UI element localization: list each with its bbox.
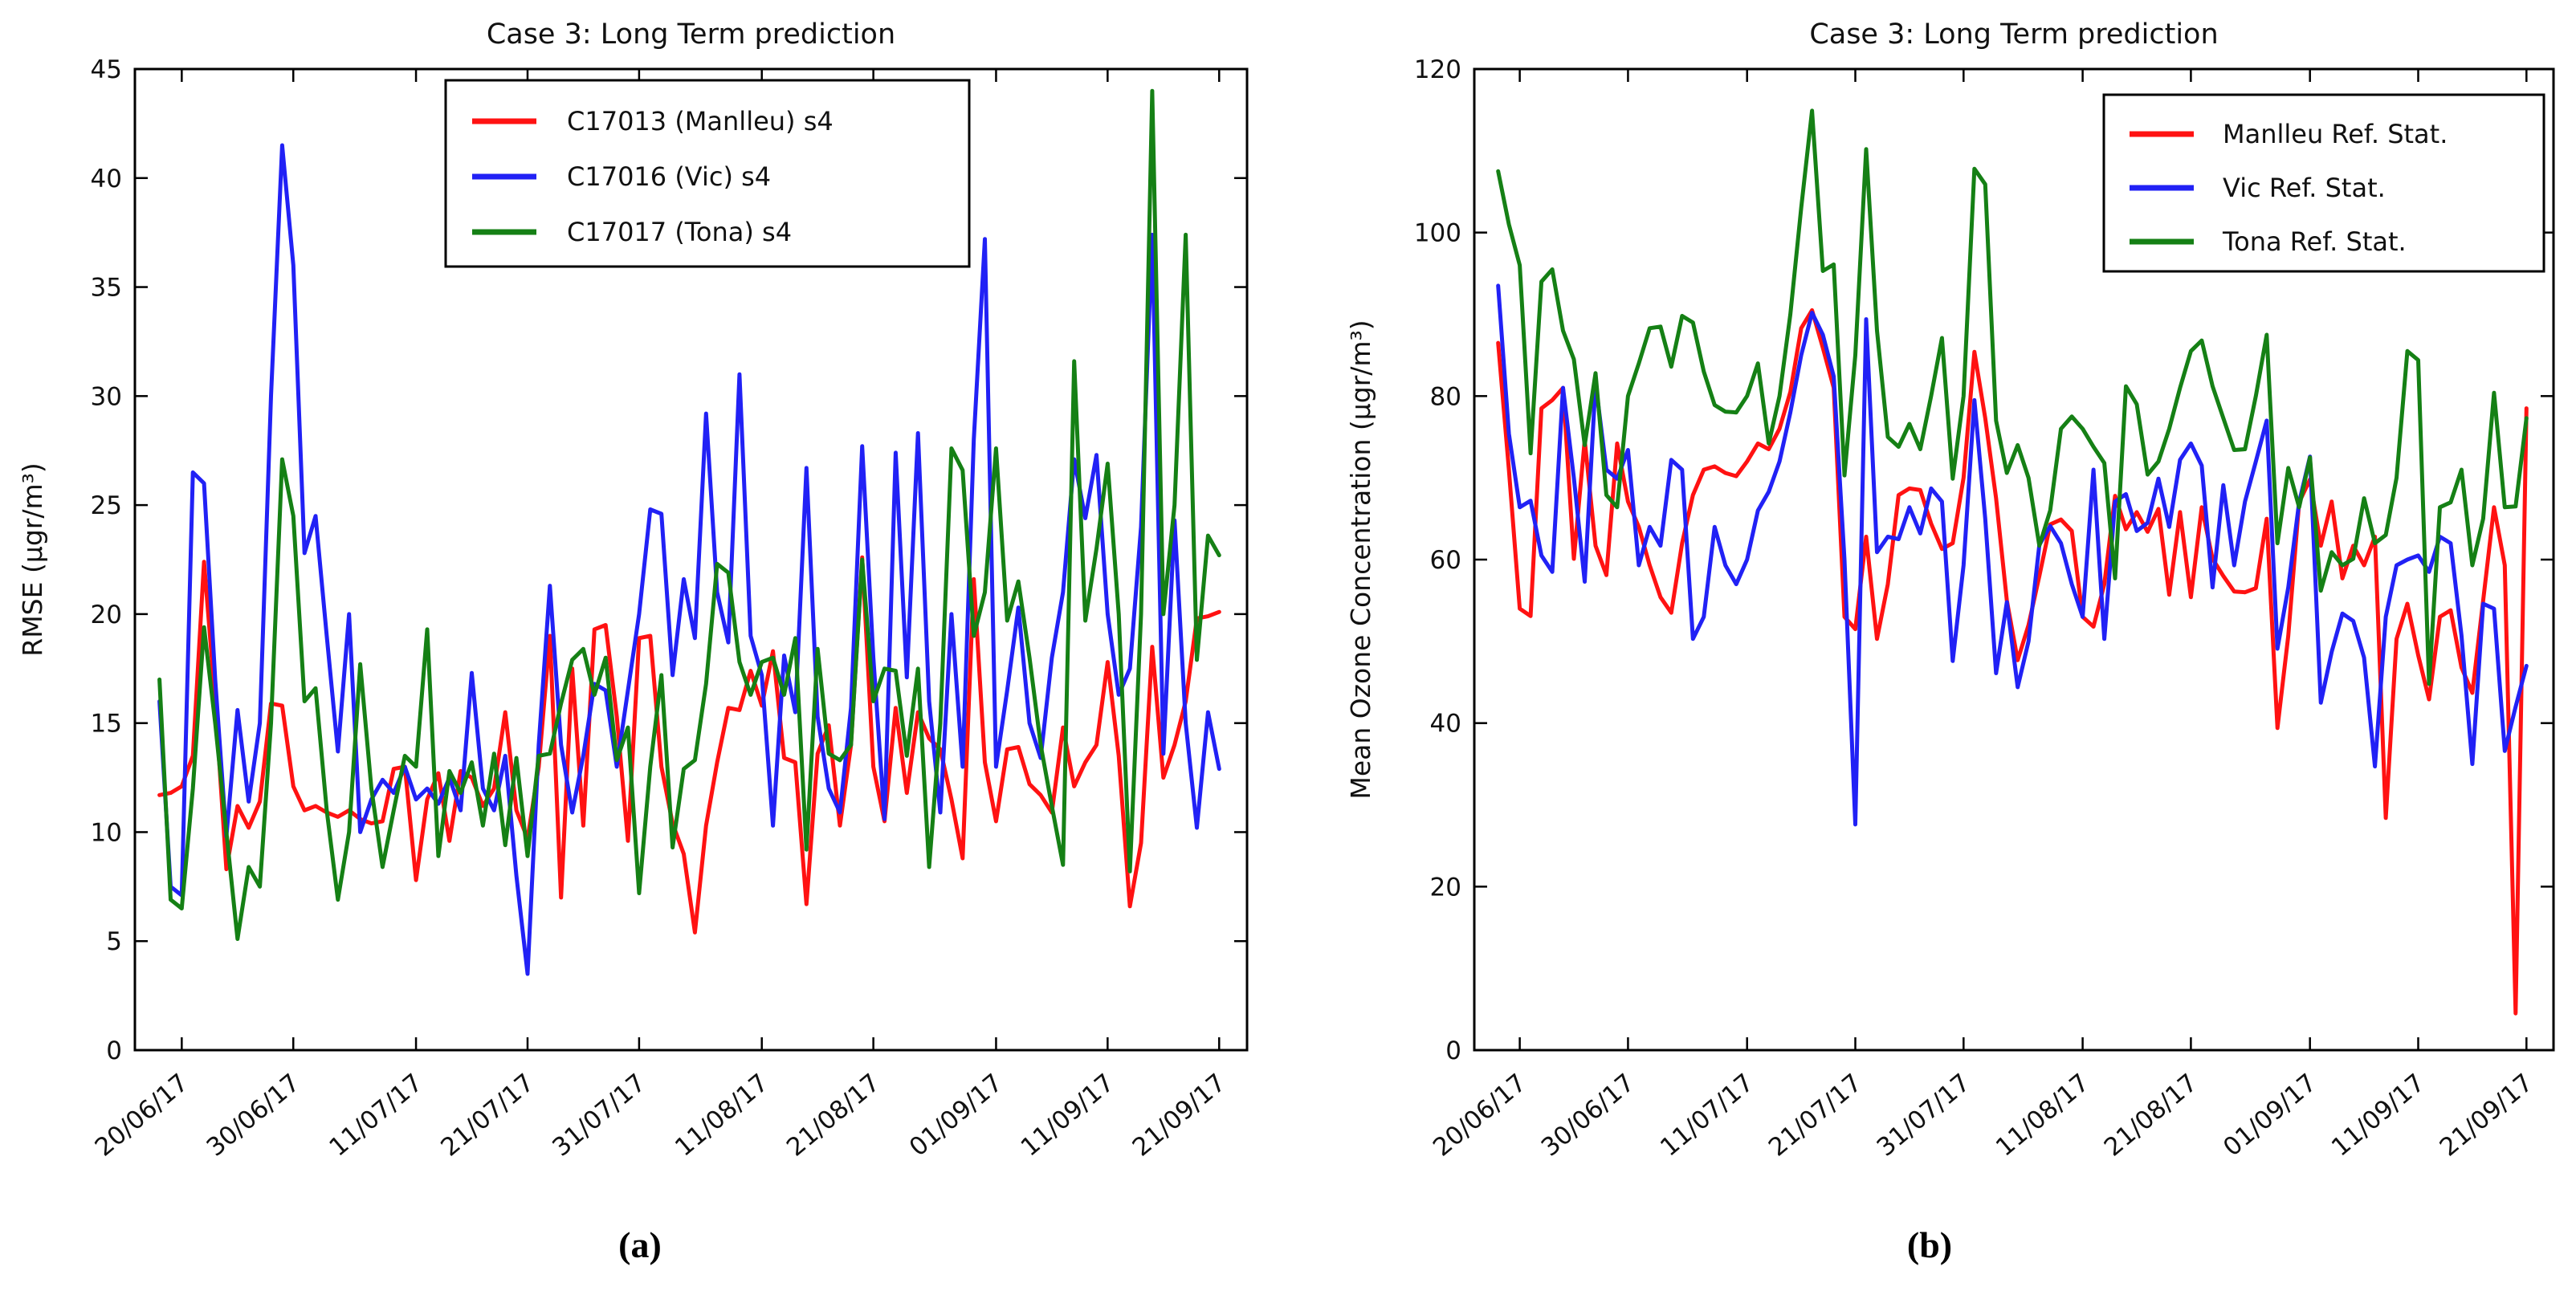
y-tick-label: 20 <box>91 601 122 629</box>
caption-a: (a) <box>618 1224 662 1265</box>
y-tick-label: 15 <box>91 710 122 739</box>
x-tick-label: 11/08/17 <box>1991 1069 2095 1163</box>
x-tick-label: 21/07/17 <box>435 1069 540 1163</box>
left-chart: Case 3: Long Term prediction RMSE (μgr/m³… <box>17 18 1249 1163</box>
chart-title: Case 3: Long Term prediction <box>1809 18 2218 51</box>
y-tick-label: 30 <box>91 382 122 411</box>
y-tick-label: 35 <box>91 274 122 303</box>
y-tick-label: 120 <box>1414 55 1461 84</box>
legend-label: Tona Ref. Stat. <box>2222 226 2407 257</box>
x-tick-label: 20/06/17 <box>1428 1069 1532 1163</box>
y-tick-label: 25 <box>91 491 122 520</box>
x-tick-label: 11/09/17 <box>1016 1069 1120 1163</box>
x-tick-label: 01/09/17 <box>2218 1069 2322 1163</box>
y-tick-label: 0 <box>106 1036 122 1065</box>
x-tick-label: 21/09/17 <box>1127 1069 1232 1163</box>
x-tick-label: 30/06/17 <box>1536 1069 1641 1163</box>
y-tick-label: 5 <box>106 927 122 956</box>
series-line-green <box>1496 108 2529 686</box>
series-line-blue <box>1496 283 2529 827</box>
x-tick-label: 11/08/17 <box>670 1069 774 1163</box>
x-tick-label: 21/08/17 <box>781 1069 886 1163</box>
y-tick-label: 0 <box>1445 1036 1461 1065</box>
x-tick-label: 11/07/17 <box>1655 1069 1759 1163</box>
plot-border <box>1473 67 2555 1052</box>
x-tick-label: 21/07/17 <box>1763 1069 1868 1163</box>
y-axis-label: RMSE (μgr/m³) <box>17 462 48 656</box>
x-tick-label: 31/07/17 <box>547 1069 651 1163</box>
y-tick-label: 10 <box>91 818 122 847</box>
x-tick-label: 01/09/17 <box>904 1069 1009 1163</box>
series-line-red <box>157 555 1221 935</box>
x-tick-label: 30/06/17 <box>202 1069 306 1163</box>
legend-label: Vic Ref. Stat. <box>2223 173 2386 203</box>
y-axis-label: Mean Ozone Concentration (μgr/m³) <box>1345 320 1376 799</box>
y-tick-label: 40 <box>1430 710 1461 739</box>
x-tick-label: 31/07/17 <box>1872 1069 1976 1163</box>
legend-label: C17017 (Tona) s4 <box>567 217 792 247</box>
y-tick-label: 40 <box>91 165 122 193</box>
legend-label: Manlleu Ref. Stat. <box>2223 119 2448 149</box>
plot-border <box>133 67 1249 1052</box>
y-tick-label: 80 <box>1430 382 1461 411</box>
caption-b: (b) <box>1906 1224 1953 1265</box>
legend-label: C17016 (Vic) s4 <box>567 161 771 192</box>
x-tick-label: 21/09/17 <box>2435 1069 2539 1163</box>
y-tick-label: 45 <box>91 55 122 84</box>
y-tick-label: 100 <box>1414 219 1461 248</box>
series-line-green <box>157 88 1221 941</box>
series-line-red <box>1496 307 2529 1016</box>
legend-label: C17013 (Manlleu) s4 <box>567 106 834 136</box>
right-chart: Case 3: Long Term prediction Mean Ozone C… <box>1345 18 2555 1163</box>
x-tick-label: 11/09/17 <box>2326 1069 2431 1163</box>
y-tick-label: 60 <box>1430 546 1461 575</box>
y-tick-label: 20 <box>1430 873 1461 902</box>
legend-box <box>444 79 971 268</box>
x-tick-label: 21/08/17 <box>2099 1069 2203 1163</box>
chart-title: Case 3: Long Term prediction <box>487 18 895 51</box>
x-tick-label: 20/06/17 <box>90 1069 194 1163</box>
series-line-blue <box>157 143 1221 976</box>
x-tick-label: 11/07/17 <box>324 1069 428 1163</box>
